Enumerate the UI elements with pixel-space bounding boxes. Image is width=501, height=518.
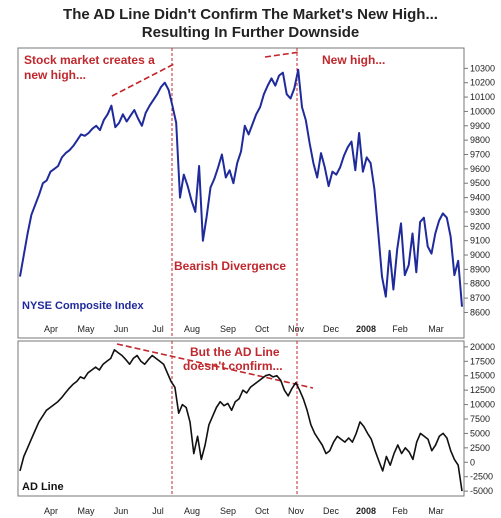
annotation-market-high-line2: new high... xyxy=(24,68,86,82)
ad-y-tick-label: 20000 xyxy=(470,342,495,352)
ad-y-tick-label: 5000 xyxy=(470,428,490,438)
nyse-x-tick-label: May xyxy=(77,324,95,334)
nyse-y-tick-label: 9500 xyxy=(470,178,490,188)
ad-x-tick-label: Jul xyxy=(152,506,164,516)
ad-x-tick-label: Sep xyxy=(220,506,236,516)
annotation-market-high-line1: Stock market creates a xyxy=(24,53,155,67)
ad-x-tick-label: Oct xyxy=(255,506,270,516)
ad-x-tick-label: Dec xyxy=(323,506,340,516)
nyse-panel-label: NYSE Composite Index xyxy=(22,300,145,312)
trendline-second-high xyxy=(264,51,301,58)
nyse-x-tick-label: 2008 xyxy=(356,324,376,334)
nyse-x-tick-label: Feb xyxy=(392,324,408,334)
ad-x-tick-label: 2008 xyxy=(356,506,376,516)
ad-x-tick-label: Aug xyxy=(184,506,200,516)
nyse-y-tick-label: 10200 xyxy=(470,78,495,88)
ad-y-tick-label: 17500 xyxy=(470,356,495,366)
annotation-bearish-divergence: Bearish Divergence xyxy=(174,259,286,273)
ad-y-tick-label: 7500 xyxy=(470,414,490,424)
nyse-y-tick-label: 8600 xyxy=(470,307,490,317)
annotation-ad-no-confirm-line1: But the AD Line xyxy=(190,345,280,359)
nyse-x-tick-label: Nov xyxy=(288,324,305,334)
ad-y-tick-label: 0 xyxy=(470,457,475,467)
nyse-y-tick-label: 9800 xyxy=(470,135,490,145)
nyse-x-tick-label: Apr xyxy=(44,324,58,334)
nyse-series-line xyxy=(19,68,463,307)
ad-x-tick-label: May xyxy=(77,506,95,516)
nyse-x-tick-label: Aug xyxy=(184,324,200,334)
ad-x-tick-label: Nov xyxy=(288,506,305,516)
divergence-markers xyxy=(171,48,298,496)
nyse-y-tick-label: 8700 xyxy=(470,293,490,303)
nyse-y-tick-label: 10300 xyxy=(470,63,495,73)
annotation-new-high: New high... xyxy=(322,53,385,67)
ad-x-tick-label: Jun xyxy=(114,506,129,516)
nyse-y-tick-label: 10100 xyxy=(470,92,495,102)
nyse-x-tick-label: Mar xyxy=(428,324,444,334)
ad-y-tick-label: 15000 xyxy=(470,371,495,381)
ad-y-tick-label: 10000 xyxy=(470,400,495,410)
nyse-x-tick-label: Oct xyxy=(255,324,270,334)
nyse-x-tick-label: Dec xyxy=(323,324,340,334)
nyse-y-tick-label: 9100 xyxy=(470,236,490,246)
nyse-x-tick-label: Sep xyxy=(220,324,236,334)
nyse-y-tick-label: 9400 xyxy=(470,193,490,203)
ad-y-tick-label: -2500 xyxy=(470,472,493,482)
nyse-y-tick-label: 9000 xyxy=(470,250,490,260)
nyse-y-tick-label: 9900 xyxy=(470,121,490,131)
nyse-y-tick-label: 10000 xyxy=(470,106,495,116)
nyse-y-tick-label: 9700 xyxy=(470,150,490,160)
nyse-y-tick-label: 9200 xyxy=(470,221,490,231)
ad-y-tick-label: -5000 xyxy=(470,486,493,496)
ad-x-tick-label: Apr xyxy=(44,506,58,516)
nyse-panel-frame xyxy=(17,47,465,339)
ad-x-tick-label: Feb xyxy=(392,506,408,516)
nyse-y-tick-label: 9600 xyxy=(470,164,490,174)
chart-title-line-1: The AD Line Didn't Confirm The Market's … xyxy=(63,6,438,23)
trendline-first-high xyxy=(111,63,175,97)
chart-title-line-2: Resulting In Further Downside xyxy=(141,24,360,41)
nyse-x-tick-label: Jul xyxy=(152,324,164,334)
ad-x-tick-label: Mar xyxy=(428,506,444,516)
ad-y-tick-label: 12500 xyxy=(470,385,495,395)
ad-panel-label: AD Line xyxy=(22,481,64,493)
ad-series-line xyxy=(19,348,463,492)
annotation-ad-no-confirm-line2: doesn't confirm... xyxy=(183,359,283,373)
nyse-y-tick-label: 8900 xyxy=(470,264,490,274)
nyse-x-tick-label: Jun xyxy=(114,324,129,334)
nyse-y-tick-label: 9300 xyxy=(470,207,490,217)
ad-y-tick-label: 2500 xyxy=(470,443,490,453)
nyse-y-tick-label: 8800 xyxy=(470,279,490,289)
